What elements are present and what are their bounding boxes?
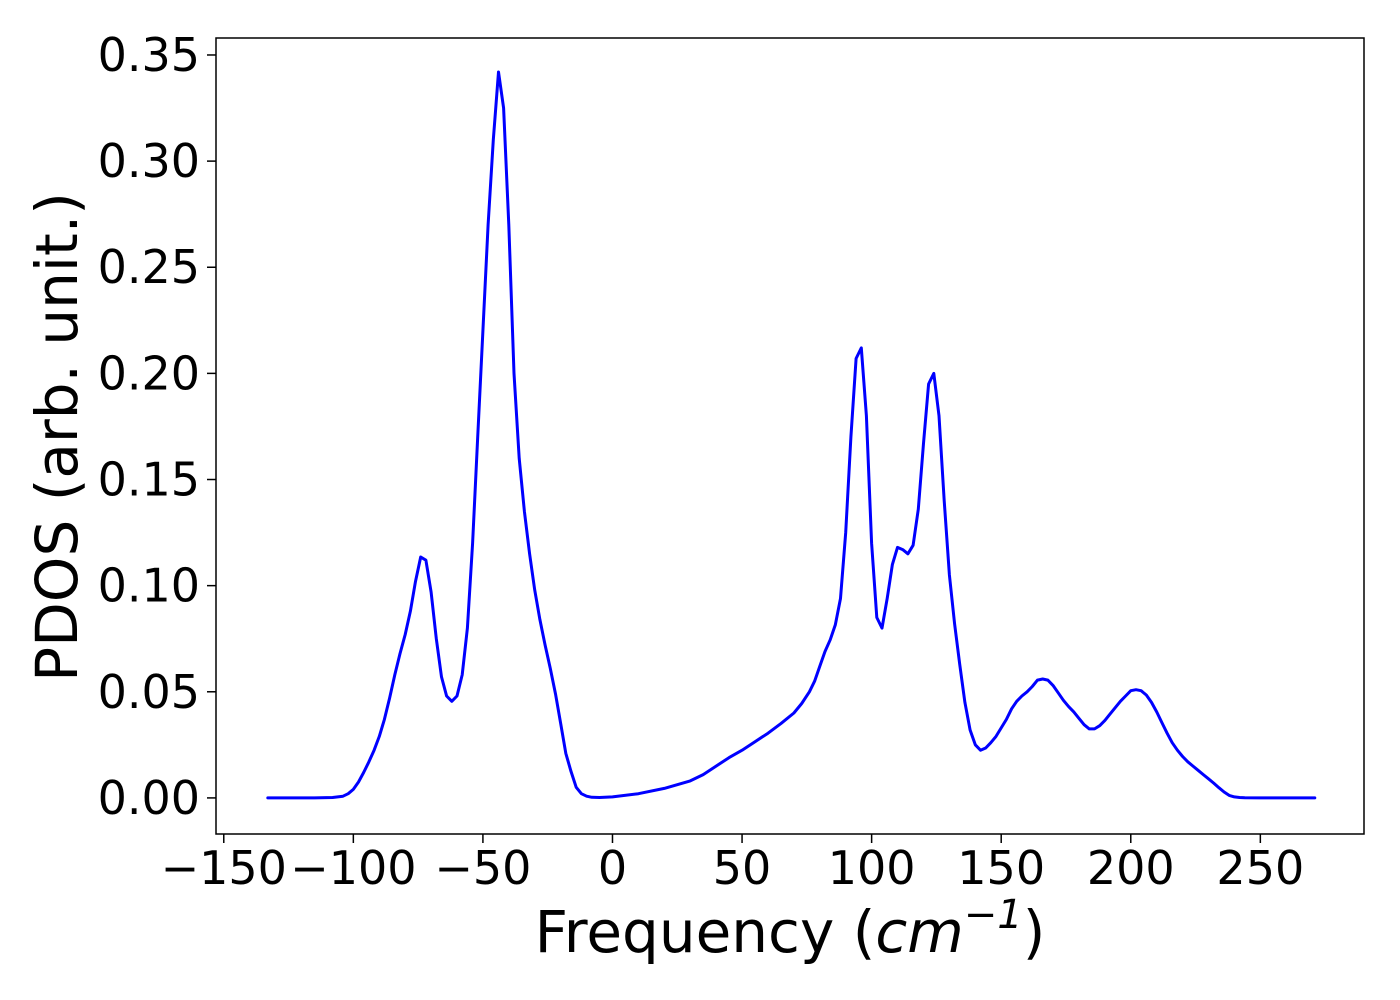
y-axis-label: PDOS (arb. unit.)	[23, 192, 91, 682]
x-tick-label: −50	[434, 841, 531, 895]
x-tick-label: 150	[957, 841, 1045, 895]
series-line-1	[266, 70, 1317, 800]
plot-area	[215, 37, 1365, 835]
x-axis-label-suffix: )	[1023, 898, 1046, 966]
y-tick-label: 0.15	[98, 453, 200, 507]
x-tick-label: 50	[713, 841, 772, 895]
y-tick-label: 0.30	[98, 134, 200, 188]
y-tick-label: 0.20	[98, 346, 200, 400]
y-tick-label: 0.35	[98, 28, 200, 82]
y-axis-ticks: 0.00 0.05 0.10 0.15 0.20 0.25 0.30 0.35	[98, 28, 216, 825]
y-tick-label: 0.00	[98, 771, 200, 825]
y-tick-label: 0.10	[98, 559, 200, 613]
x-tick-label: −150	[161, 841, 287, 895]
x-tick-label: 100	[828, 841, 916, 895]
x-tick-label: 250	[1216, 841, 1304, 895]
x-axis-label-prefix: Frequency (	[535, 898, 876, 966]
x-axis-label-exponent: −1	[964, 892, 1023, 938]
y-tick-label: 0.05	[98, 665, 200, 719]
x-axis-label: Frequency (cm−1)	[535, 892, 1046, 966]
plot-frame	[215, 37, 1365, 835]
y-tick-label: 0.25	[98, 240, 200, 294]
x-axis-ticks: −150 −100 −50 0 50 100 150 200 250	[161, 834, 1304, 895]
x-axis-label-unit: cm	[875, 898, 963, 966]
x-tick-label: −100	[290, 841, 416, 895]
x-tick-label: 200	[1087, 841, 1175, 895]
x-tick-label: 0	[598, 841, 627, 895]
